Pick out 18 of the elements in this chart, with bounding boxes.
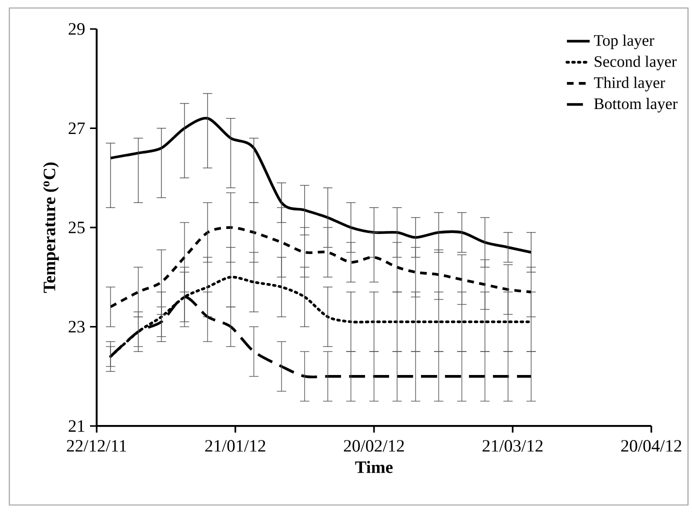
legend-label: Second layer [594, 56, 677, 70]
y-tick-label: 21 [68, 420, 84, 432]
legend-label: Top layer [594, 34, 654, 50]
legend-label: Bottom layer [594, 98, 678, 112]
legend-label: Third layer [594, 76, 666, 92]
x-tick-label: 20/02/12 [344, 440, 404, 452]
y-tick-label: 29 [68, 23, 85, 35]
line-series [109, 226, 532, 308]
x-axis-title: Time [355, 460, 393, 474]
x-tick-label: 20/04/12 [621, 440, 682, 452]
x-tick-label: 21/01/12 [205, 440, 266, 452]
x-tick-label: 21/03/12 [482, 440, 543, 452]
y-tick-label: 25 [68, 222, 85, 234]
y-axis-title: Temperature ($^{o}$C) [43, 162, 59, 293]
y-tick-label: 27 [68, 122, 85, 134]
y-tick-label: 23 [68, 320, 85, 333]
x-tick-label: 22/12/11 [66, 440, 126, 452]
line-series [109, 116, 532, 254]
